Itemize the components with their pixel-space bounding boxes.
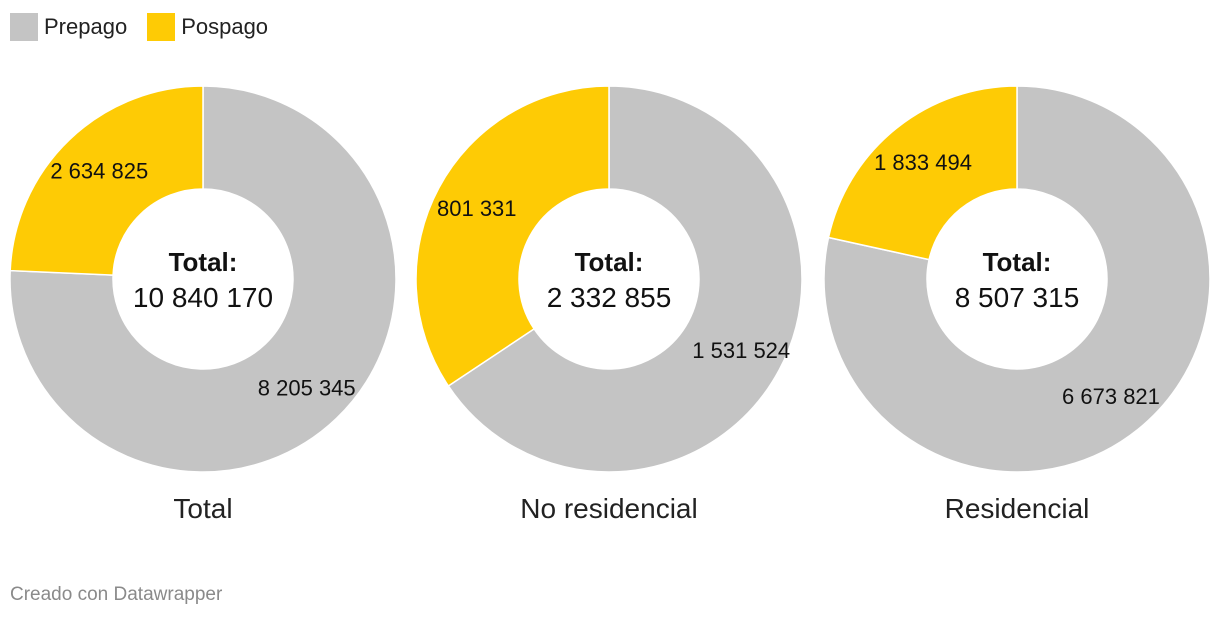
footer-credit[interactable]: Creado con Datawrapper xyxy=(10,584,223,605)
center-label-1: Total: xyxy=(575,247,644,277)
slice-prepago-1[interactable] xyxy=(447,85,803,473)
legend-item-pospago[interactable]: Pospago xyxy=(147,13,268,41)
donut-chart-0: 8 205 345 2 634 825 Total: 10 840 170 Total xyxy=(9,85,397,524)
slice-label-prepago-2: 6 673 821 xyxy=(1062,384,1160,409)
slice-label-pospago-1: 801 331 xyxy=(437,196,517,221)
slice-prepago-0[interactable] xyxy=(9,85,397,473)
legend-item-prepago[interactable]: Prepago xyxy=(10,13,127,41)
center-total-2: 8 507 315 xyxy=(955,282,1080,313)
slice-label-pospago-0: 2 634 825 xyxy=(50,159,148,184)
legend-label-pospago: Pospago xyxy=(181,14,269,39)
slice-label-prepago-1: 1 531 524 xyxy=(692,338,790,363)
donut-chart-1: 1 531 524 801 331 Total: 2 332 855 No reside… xyxy=(415,85,803,524)
center-label-2: Total: xyxy=(983,247,1052,277)
chart-title-2: Residencial xyxy=(945,493,1090,524)
slice-label-pospago-2: 1 833 494 xyxy=(874,150,972,175)
center-total-1: 2 332 855 xyxy=(547,282,672,313)
slice-pospago-2[interactable] xyxy=(827,85,1018,261)
center-label-0: Total: xyxy=(169,247,238,277)
legend-swatch-pospago xyxy=(147,13,176,41)
legend-swatch-prepago xyxy=(10,13,38,41)
center-total-0: 10 840 170 xyxy=(133,282,273,313)
slice-label-prepago-0: 8 205 345 xyxy=(258,375,356,400)
legend-label-prepago: Prepago xyxy=(44,14,128,39)
slice-pospago-1[interactable] xyxy=(415,85,610,388)
chart-title-1: No residencial xyxy=(520,493,697,524)
slice-prepago-2[interactable] xyxy=(823,85,1211,473)
legend: Prepago Pospago xyxy=(10,13,288,41)
slice-pospago-0[interactable] xyxy=(9,85,204,276)
donut-chart-2: 6 673 821 1 833 494 Total: 8 507 315 Residen… xyxy=(823,85,1211,524)
chart-title-0: Total xyxy=(173,493,232,524)
